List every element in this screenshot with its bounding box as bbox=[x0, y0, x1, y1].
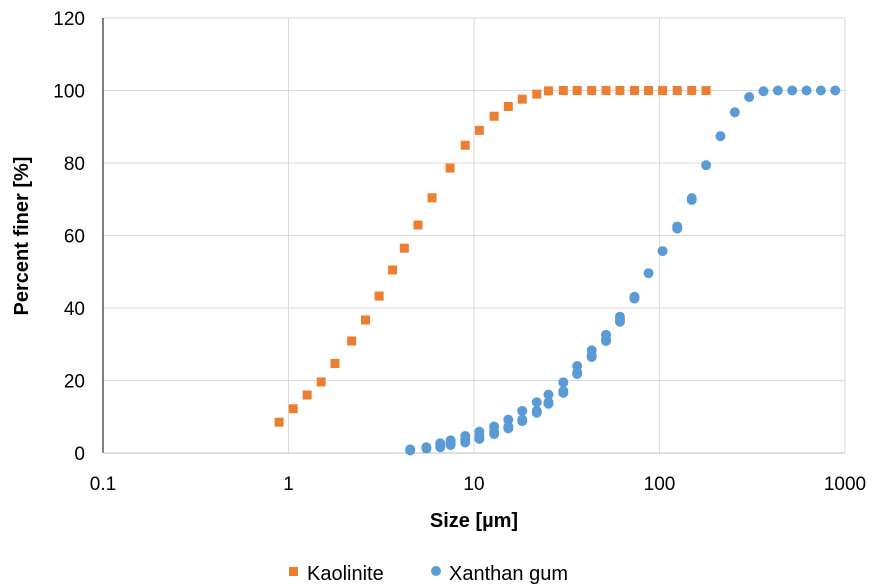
y-tick-label: 100 bbox=[53, 82, 85, 103]
point-xanthan-gum bbox=[772, 85, 783, 96]
point-kaolinite bbox=[399, 243, 409, 253]
point-xanthan-gum bbox=[815, 85, 826, 96]
point-xanthan-gum bbox=[672, 223, 683, 234]
point-xanthan-gum bbox=[629, 293, 640, 304]
point-kaolinite bbox=[701, 86, 711, 95]
point-kaolinite bbox=[388, 265, 398, 275]
point-xanthan-gum bbox=[572, 361, 583, 371]
x-tick-label: 100 bbox=[644, 474, 676, 495]
point-xanthan-gum bbox=[474, 433, 485, 444]
y-tick-label: 20 bbox=[64, 372, 85, 393]
point-xanthan-gum bbox=[435, 438, 446, 449]
y-axis-title: Percent finer [%] bbox=[11, 157, 33, 316]
point-kaolinite bbox=[474, 125, 484, 135]
point-xanthan-gum bbox=[601, 329, 612, 340]
point-kaolinite bbox=[347, 336, 357, 346]
point-kaolinite bbox=[615, 86, 625, 95]
point-xanthan-gum bbox=[701, 160, 712, 171]
point-xanthan-gum bbox=[517, 405, 528, 416]
point-xanthan-gum bbox=[445, 435, 456, 446]
point-kaolinite bbox=[587, 86, 597, 95]
point-kaolinite bbox=[489, 111, 499, 121]
point-kaolinite bbox=[644, 86, 654, 95]
point-kaolinite bbox=[543, 86, 553, 96]
point-xanthan-gum bbox=[543, 389, 554, 400]
point-kaolinite bbox=[274, 417, 284, 427]
point-xanthan-gum bbox=[830, 85, 841, 96]
x-tick-label: 10 bbox=[463, 474, 484, 495]
point-xanthan-gum bbox=[531, 407, 542, 418]
legend-marker-xanthan-gum bbox=[431, 566, 441, 576]
x-tick-label: 1 bbox=[283, 474, 294, 495]
point-kaolinite bbox=[460, 140, 470, 150]
point-xanthan-gum bbox=[543, 398, 554, 409]
point-xanthan-gum bbox=[787, 85, 798, 96]
point-kaolinite bbox=[558, 86, 568, 95]
point-xanthan-gum bbox=[657, 246, 668, 257]
point-kaolinite bbox=[517, 94, 527, 104]
point-kaolinite bbox=[445, 163, 455, 173]
point-kaolinite bbox=[503, 101, 513, 111]
point-kaolinite bbox=[629, 86, 639, 95]
point-xanthan-gum bbox=[643, 268, 654, 279]
point-xanthan-gum bbox=[405, 445, 416, 456]
point-xanthan-gum bbox=[489, 429, 500, 440]
point-xanthan-gum bbox=[474, 426, 485, 437]
point-kaolinite bbox=[687, 86, 697, 95]
point-xanthan-gum bbox=[421, 443, 432, 454]
point-xanthan-gum bbox=[503, 423, 514, 434]
y-tick-label: 0 bbox=[74, 444, 85, 465]
legend-marker-kaolinite bbox=[289, 567, 298, 576]
point-kaolinite bbox=[672, 86, 682, 95]
legend: Kaolinite Xanthan gum bbox=[289, 563, 568, 585]
y-tick-label: 60 bbox=[64, 227, 85, 248]
gridlines bbox=[103, 17, 846, 453]
axes bbox=[102, 18, 845, 454]
point-kaolinite bbox=[360, 315, 370, 325]
point-xanthan-gum bbox=[558, 377, 569, 388]
point-xanthan-gum bbox=[517, 416, 528, 427]
point-kaolinite bbox=[532, 89, 542, 99]
point-xanthan-gum bbox=[558, 387, 569, 398]
point-kaolinite bbox=[302, 390, 312, 400]
point-xanthan-gum bbox=[758, 86, 769, 97]
point-xanthan-gum bbox=[744, 92, 755, 103]
point-xanthan-gum bbox=[489, 421, 500, 432]
point-xanthan-gum bbox=[715, 131, 726, 142]
point-xanthan-gum bbox=[586, 345, 597, 356]
legend-label-kaolinite: Kaolinite bbox=[307, 563, 384, 585]
point-xanthan-gum bbox=[572, 368, 583, 379]
x-axis-title: Size [µm] bbox=[430, 510, 518, 532]
x-tick-label: 1000 bbox=[824, 474, 866, 495]
point-xanthan-gum bbox=[801, 85, 812, 96]
point-xanthan-gum bbox=[503, 414, 514, 425]
point-kaolinite bbox=[374, 291, 384, 301]
point-xanthan-gum bbox=[686, 194, 697, 205]
point-kaolinite bbox=[658, 86, 668, 95]
legend-label-xanthan-gum: Xanthan gum bbox=[449, 563, 568, 585]
y-tick-label: 40 bbox=[64, 299, 85, 320]
x-tick-label: 0.1 bbox=[90, 474, 116, 495]
point-kaolinite bbox=[330, 358, 340, 368]
point-xanthan-gum bbox=[729, 107, 740, 118]
y-tick-label: 80 bbox=[64, 154, 85, 175]
point-kaolinite bbox=[288, 404, 298, 414]
data-points bbox=[274, 85, 841, 456]
point-xanthan-gum bbox=[614, 311, 625, 322]
tick-labels: 0 20 40 60 80 100 120 0.1 1 10 100 1000 bbox=[53, 9, 866, 495]
point-xanthan-gum bbox=[531, 397, 542, 408]
point-kaolinite bbox=[413, 220, 423, 230]
point-kaolinite bbox=[316, 377, 326, 387]
point-kaolinite bbox=[427, 193, 437, 203]
point-kaolinite bbox=[601, 86, 611, 95]
y-tick-label: 120 bbox=[53, 9, 85, 30]
point-kaolinite bbox=[572, 86, 582, 95]
point-xanthan-gum bbox=[460, 430, 471, 441]
